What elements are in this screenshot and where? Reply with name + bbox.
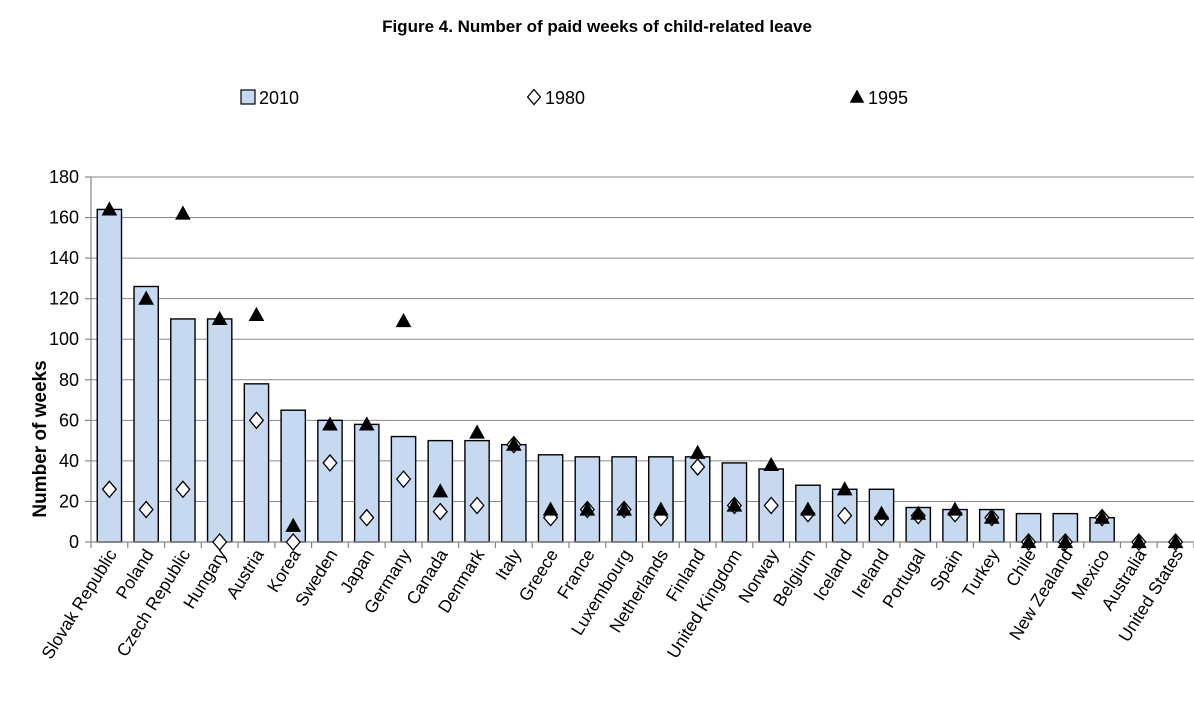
legend-swatch-1995 <box>849 89 865 103</box>
legend-label-1995: 1995 <box>868 88 908 108</box>
marker-1995 <box>910 505 927 520</box>
marker-1995 <box>542 501 559 516</box>
bar <box>611 456 637 543</box>
marker-1995 <box>505 436 522 451</box>
marker-1995 <box>1167 533 1184 549</box>
y-tick-label: 120 <box>49 289 79 309</box>
bar <box>133 285 159 543</box>
marker-1995 <box>726 497 743 512</box>
marker-1995 <box>873 505 890 520</box>
bar <box>648 456 674 543</box>
y-tick-label: 80 <box>59 370 79 390</box>
marker-1995 <box>653 501 669 516</box>
y-tick-label: 100 <box>49 329 79 349</box>
marker-1980 <box>175 480 191 499</box>
gridlines <box>91 176 1194 502</box>
marker-1995 <box>689 444 706 459</box>
marker-1995 <box>1094 509 1110 524</box>
marker-1995 <box>138 290 154 305</box>
marker-1980 <box>469 496 485 515</box>
marker-1980 <box>322 453 338 472</box>
marker-1995 <box>1020 533 1037 549</box>
axes <box>85 176 1194 548</box>
marker-1995 <box>1131 533 1147 549</box>
marker-1980 <box>837 506 853 525</box>
marker-1995 <box>322 416 338 431</box>
marker-1980 <box>101 480 118 499</box>
marker-1995 <box>616 501 632 516</box>
marker-1980 <box>432 502 448 521</box>
legend: 2010 1980 1995 <box>240 88 908 108</box>
y-tick-label: 140 <box>49 248 79 268</box>
marker-1995 <box>101 201 118 216</box>
marker-1995 <box>983 509 1000 524</box>
bar <box>537 454 564 543</box>
y-tick-label: 0 <box>69 532 79 552</box>
marker-1995 <box>211 310 228 326</box>
bar <box>390 435 417 543</box>
marker-1995 <box>358 416 375 431</box>
marker-1980 <box>763 496 779 515</box>
y-tick-label: 160 <box>49 208 79 228</box>
x-tick-label: Slovak Republic <box>37 545 121 662</box>
markers <box>101 201 1184 552</box>
bar <box>243 383 270 543</box>
marker-1980 <box>212 532 228 552</box>
y-tick-labels: 0 20 40 60 80 100 120 140 160 180 <box>49 167 79 552</box>
marker-1995 <box>947 501 963 516</box>
bar <box>464 439 490 543</box>
x-tick-label: Chile <box>1002 546 1040 590</box>
bars-2010 <box>96 208 1115 543</box>
bar <box>574 456 601 543</box>
marker-1995 <box>395 312 412 328</box>
y-tick-label: 20 <box>59 491 79 511</box>
marker-1980 <box>285 532 301 552</box>
marker-1980 <box>359 508 375 527</box>
marker-1995 <box>836 481 853 496</box>
marker-1995 <box>1057 533 1074 549</box>
bar <box>500 443 527 543</box>
chart-title: Figure 4. Number of paid weeks of child-… <box>382 17 812 36</box>
legend-swatch-1980 <box>526 88 542 106</box>
legend-swatch-2010 <box>240 89 256 105</box>
marker-1995 <box>248 306 265 321</box>
bar <box>317 419 343 543</box>
marker-1980 <box>138 500 154 519</box>
y-axis-title: Number of weeks <box>30 360 51 517</box>
x-tick-label: Italy <box>491 545 525 583</box>
bar <box>170 318 196 543</box>
bar <box>206 318 233 543</box>
x-tick-label: Austria <box>222 545 268 602</box>
legend-label-1980: 1980 <box>545 88 585 108</box>
marker-1995 <box>800 501 816 516</box>
marker-1995 <box>432 483 449 498</box>
y-tick-label: 40 <box>59 451 79 471</box>
marker-1980 <box>248 411 265 430</box>
marker-1980 <box>395 470 412 489</box>
marker-1980 <box>689 457 706 476</box>
x-tick-label: Turkey <box>958 545 1003 601</box>
marker-1995 <box>763 456 780 472</box>
legend-label-2010: 2010 <box>259 88 299 108</box>
marker-1995 <box>469 424 485 439</box>
y-tick-label: 60 <box>59 410 79 430</box>
marker-1995 <box>175 205 191 220</box>
marker-1995 <box>579 501 596 516</box>
marker-1995 <box>285 517 302 532</box>
y-tick-label: 180 <box>49 167 79 187</box>
